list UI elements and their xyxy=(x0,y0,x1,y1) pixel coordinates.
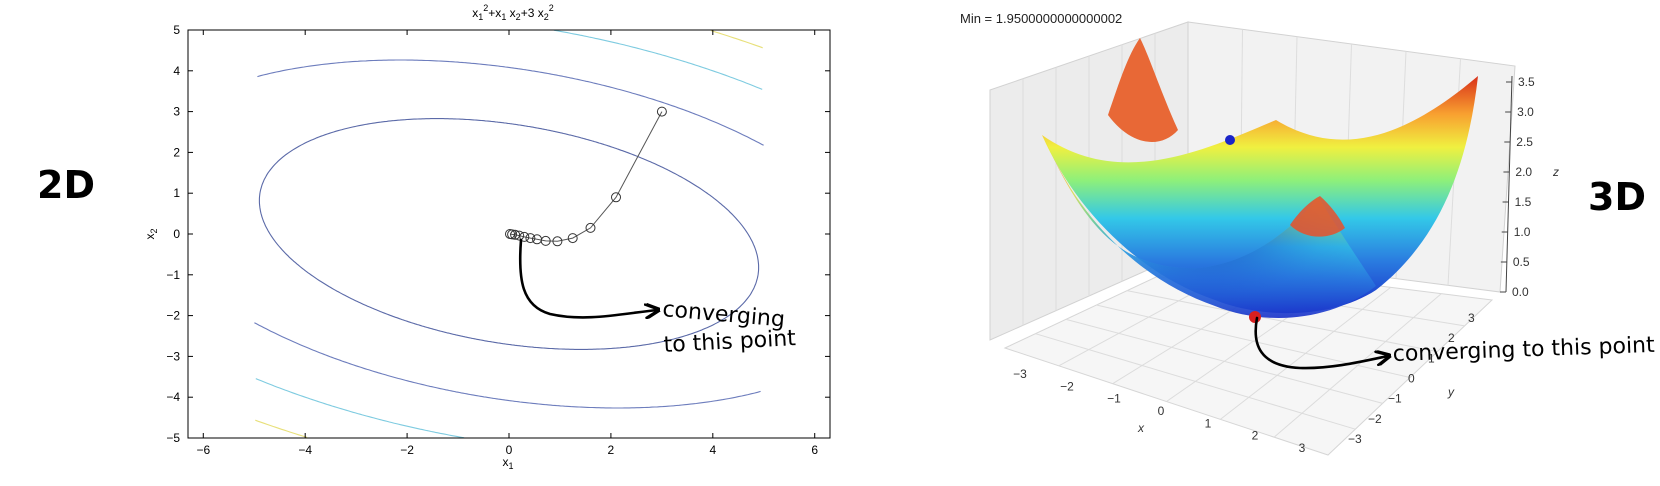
chart-title: x12+x1 x2+3 x22 xyxy=(472,3,553,22)
x-tick-label: −2 xyxy=(400,443,414,457)
title-sub: 2 xyxy=(544,12,549,22)
y-axis-label-sub: 2 xyxy=(149,228,159,233)
y-tick-label: 4 xyxy=(173,64,180,78)
y-tick-label: −1 xyxy=(166,268,180,282)
y-tick-label: 3 xyxy=(173,105,180,119)
descent-step-point xyxy=(505,229,515,239)
contour-line xyxy=(553,29,763,90)
z-tick-label-3d: 3.5 xyxy=(1518,75,1535,89)
y-tick-label-3d: 2 xyxy=(1448,331,1455,345)
y-tick-label: −3 xyxy=(166,349,180,363)
x-tick-label: −4 xyxy=(298,443,312,457)
y-axis-label: x2 xyxy=(143,228,159,239)
y-tick-label-3d: −2 xyxy=(1368,412,1382,426)
contour-line xyxy=(255,419,308,438)
contour-line xyxy=(257,59,764,146)
x-tick-label: 0 xyxy=(506,443,513,457)
z-tick-label-3d: 0.0 xyxy=(1512,285,1529,299)
title-sub: 1 xyxy=(501,12,506,22)
y-tick-label-3d: −3 xyxy=(1348,432,1362,446)
title-part: x xyxy=(472,6,478,20)
descent-step-point xyxy=(567,233,578,244)
contour-line xyxy=(254,322,761,409)
x-tick-label: −6 xyxy=(196,443,210,457)
title-part: x xyxy=(506,6,515,20)
z-tick-label-3d: 1.5 xyxy=(1515,195,1532,209)
y-tick-label-3d: −1 xyxy=(1388,392,1402,406)
y-tick-label-3d: 1 xyxy=(1428,351,1435,365)
surface-right-peak xyxy=(1290,196,1345,237)
x-tick-label-3d: 3 xyxy=(1299,441,1306,455)
surface-bowl xyxy=(1045,140,1376,318)
annotation-arrow xyxy=(518,238,657,317)
z-axis-label-3d: z xyxy=(1552,165,1559,179)
descent-step-point xyxy=(532,234,542,245)
x-tick-label-3d: −3 xyxy=(1013,367,1027,381)
x-tick-label-3d: −2 xyxy=(1060,379,1074,393)
minimum-point-marker xyxy=(1249,311,1261,323)
descent-path-line xyxy=(509,111,663,242)
x-tick-label: 6 xyxy=(811,443,818,457)
contour-line xyxy=(710,30,763,49)
annotation-arrow-3d xyxy=(1254,316,1388,370)
descent-step-point xyxy=(510,229,521,240)
x-tick-label-3d: 1 xyxy=(1205,416,1212,430)
y-tick-label: 5 xyxy=(173,23,180,37)
surface-chart: Min = 1.9500000000000002 −3−2−10123−3−2−… xyxy=(960,11,1655,456)
x-tick-label-3d: 0 xyxy=(1158,404,1165,418)
x-axis-label-base: x xyxy=(502,455,508,469)
y-tick-label-3d: 3 xyxy=(1468,311,1475,325)
z-tick-label-3d: 2.5 xyxy=(1516,135,1533,149)
x-axis-label: x1 xyxy=(502,455,513,471)
y-tick-label: −5 xyxy=(166,431,180,445)
y-tick-label: 2 xyxy=(173,145,180,159)
z-tick-label-3d: 1.0 xyxy=(1514,225,1531,239)
surface-left-peak xyxy=(1108,38,1178,142)
y-tick-label: −2 xyxy=(166,309,180,323)
title-part: +3 x xyxy=(521,6,544,20)
surface-back xyxy=(1042,76,1478,314)
label-3d: 3D xyxy=(1588,175,1646,219)
x-tick-label-3d: −1 xyxy=(1107,392,1121,406)
label-2d: 2D xyxy=(37,163,95,207)
x-tick-label-3d: 2 xyxy=(1252,429,1259,443)
descent-step-point xyxy=(519,231,530,242)
descent-step-point xyxy=(585,222,596,233)
annotation-line-2: to this point xyxy=(663,326,797,358)
blue-point-marker xyxy=(1225,135,1235,145)
surface-title: Min = 1.9500000000000002 xyxy=(960,11,1122,26)
y-tick-label: 1 xyxy=(173,186,180,200)
title-sub: 1 xyxy=(478,12,483,22)
x-tick-label: 4 xyxy=(709,443,716,457)
z-tick-label-3d: 3.0 xyxy=(1517,105,1534,119)
x-axis-label-sub: 1 xyxy=(508,461,513,471)
title-sub: 2 xyxy=(516,12,521,22)
z-tick-label-3d: 2.0 xyxy=(1515,165,1532,179)
descent-step-point xyxy=(611,192,621,203)
contour-chart: x12+x1 x2+3 x22 −6 −4 −2 0 2 4 6−5−4−3−2−10123… xyxy=(143,3,831,471)
y-axis-label-base: x xyxy=(143,234,157,240)
title-sup: 2 xyxy=(483,3,488,13)
title-part: +x xyxy=(488,6,501,20)
z-tick-label-3d: 0.5 xyxy=(1513,255,1530,269)
contour-line xyxy=(255,378,465,439)
y-tick-label: −4 xyxy=(166,390,180,404)
descent-step-point xyxy=(525,233,536,244)
descent-step-point xyxy=(552,236,563,247)
plot-frame xyxy=(187,29,831,439)
descent-step-point xyxy=(656,106,667,117)
x-tick-label: 2 xyxy=(608,443,615,457)
x-axis-label-3d: x xyxy=(1137,421,1145,435)
y-tick-label-3d: 0 xyxy=(1408,372,1415,386)
y-tick-label: 0 xyxy=(173,227,180,241)
contour-line xyxy=(258,118,760,350)
y-axis-label-3d: y xyxy=(1447,385,1455,399)
title-sup: 2 xyxy=(549,3,554,13)
